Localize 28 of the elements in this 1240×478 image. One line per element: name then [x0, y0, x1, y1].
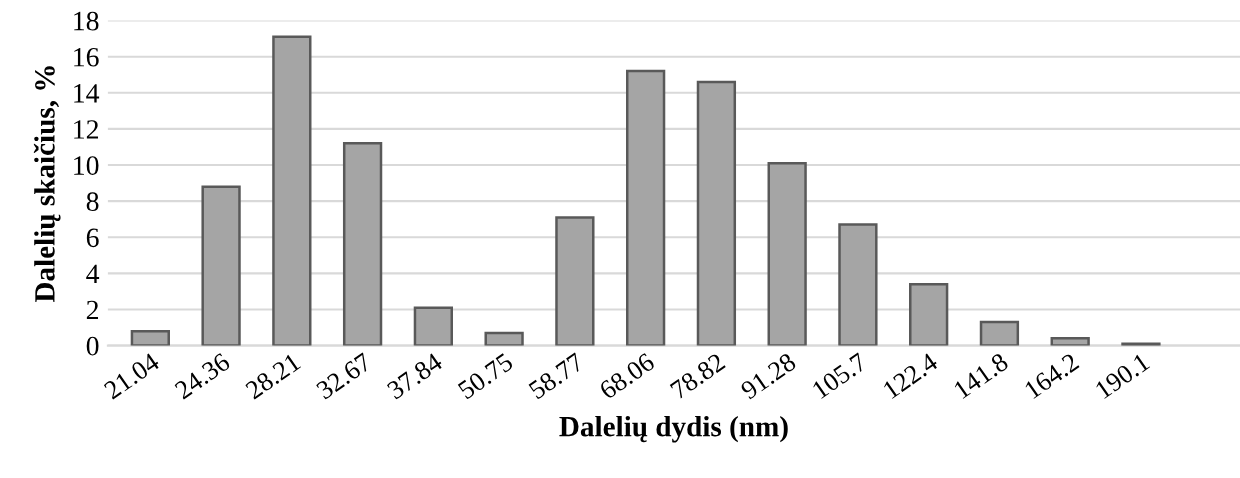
- bar: [696, 80, 737, 346]
- bar: [342, 142, 383, 346]
- y-tick-label: 6: [86, 228, 99, 248]
- x-tick-label: 78.82: [669, 352, 726, 400]
- bar: [272, 35, 312, 346]
- x-tick-label: 190.1: [1094, 352, 1151, 400]
- bar: [555, 216, 595, 346]
- y-tick-label: 8: [86, 192, 99, 212]
- bar: [201, 185, 241, 346]
- y-axis-title: Dalelių skaičius, %: [33, 66, 61, 303]
- y-tick-label: 4: [86, 264, 100, 283]
- bar: [130, 329, 170, 346]
- bar: [413, 306, 454, 346]
- y-tick-label: 10: [74, 156, 99, 175]
- y-tick-label: 16: [74, 47, 99, 67]
- y-tick-label: 18: [74, 11, 99, 31]
- bar: [1050, 337, 1090, 346]
- bar: [909, 282, 949, 346]
- bar: [484, 331, 524, 346]
- bar: [625, 69, 666, 346]
- y-tick-label: 0: [86, 336, 99, 356]
- y-tick-label: 12: [74, 120, 99, 139]
- bar: [838, 223, 878, 346]
- bar: [979, 320, 1020, 346]
- bar: [767, 161, 807, 346]
- y-tick-label: 2: [86, 300, 99, 320]
- x-axis-title: Dalelių dydis (nm): [559, 415, 788, 443]
- y-tick-label: 14: [74, 84, 100, 103]
